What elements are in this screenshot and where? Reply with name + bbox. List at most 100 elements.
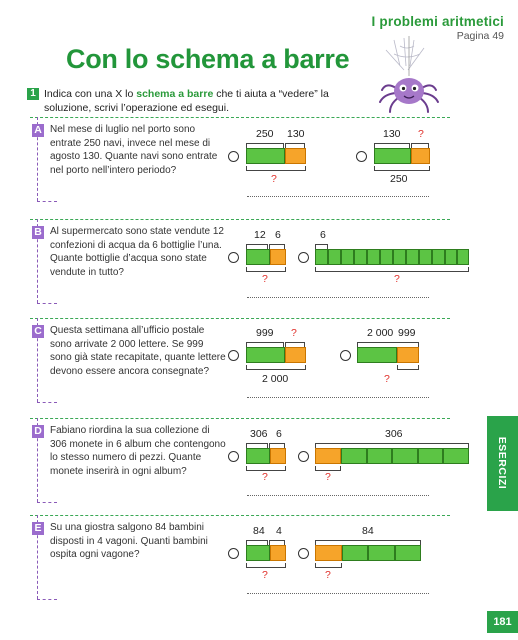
bar-segment [285, 148, 306, 164]
exercise-c: C Questa settimana all’ufficio postale s… [0, 318, 470, 408]
scheme-option-2-radio[interactable] [298, 252, 309, 263]
scheme-option-1-radio[interactable] [228, 350, 239, 361]
brace [269, 244, 285, 249]
bar-segment [315, 448, 341, 464]
bar-segment [270, 545, 286, 561]
bar-scheme [246, 148, 306, 164]
answer-line[interactable] [247, 593, 429, 594]
divider [37, 502, 57, 503]
brace [315, 267, 469, 272]
brace [246, 563, 286, 568]
brace [246, 143, 284, 148]
exercise-a: A Nel mese di luglio nel porto sono entr… [0, 117, 470, 207]
unknown-label: ? [384, 373, 390, 385]
bar-segment [270, 448, 286, 464]
bar-label: 6 [320, 229, 326, 241]
brace [285, 342, 305, 347]
divider [37, 201, 57, 202]
bar-segment [368, 545, 395, 561]
brace [246, 267, 286, 272]
bar-scheme [357, 347, 419, 363]
bar-segment [341, 448, 367, 464]
brace [246, 443, 268, 448]
bar-scheme [315, 545, 421, 561]
bar-label: 130 [383, 128, 401, 140]
bar-scheme [374, 148, 430, 164]
exercise-letter: D [32, 425, 44, 438]
exercise-d: D Fabiano riordina la sua collezione di … [0, 418, 470, 508]
divider [30, 117, 450, 118]
bar-label: 306 [385, 428, 403, 440]
bar-segment [246, 347, 285, 363]
spider-illustration [379, 36, 439, 113]
bar-segment [374, 148, 411, 164]
exercise-letter: A [32, 124, 44, 137]
scheme-option-2-radio[interactable] [298, 548, 309, 559]
brace [411, 143, 429, 148]
divider [37, 599, 57, 600]
answer-line[interactable] [247, 495, 429, 496]
bar-label: 999 [398, 327, 416, 339]
scheme-option-1-radio[interactable] [228, 451, 239, 462]
exercise-text: Nel mese di luglio nel porto sono entrat… [50, 124, 218, 176]
exercise-text: Fabiano riordina la sua collezione di 30… [50, 425, 226, 477]
brace [246, 342, 284, 347]
bar-label: 2 000 [262, 373, 289, 385]
instruction-number: 1 [27, 88, 39, 100]
brace [315, 563, 342, 568]
brace [315, 540, 421, 545]
scheme-option-2-radio[interactable] [340, 350, 351, 361]
side-tab-label: ESERCIZI [496, 436, 508, 490]
bar-label: 130 [287, 128, 305, 140]
bar-label: 84 [253, 525, 265, 537]
brace [246, 244, 268, 249]
bar-label: 306 [250, 428, 268, 440]
answer-line[interactable] [247, 196, 429, 197]
unknown-label: ? [418, 128, 424, 140]
brace [246, 540, 268, 545]
bar-scheme [246, 545, 286, 561]
bar-segment [246, 545, 270, 561]
unknown-label: ? [262, 471, 268, 483]
page-number: 181 [487, 611, 518, 633]
divider [30, 318, 450, 319]
bar-segment [432, 249, 445, 265]
brace [374, 166, 430, 171]
instruction-text: Indica con una X lo schema a barre che t… [44, 87, 364, 115]
bar-segment [397, 347, 419, 363]
bar-label: 2 000 [367, 327, 394, 339]
bar-segment [285, 347, 306, 363]
unknown-label: ? [325, 569, 331, 581]
bar-segment [395, 545, 421, 561]
brace [269, 540, 285, 545]
bar-scheme [315, 448, 469, 464]
scheme-option-1-radio[interactable] [228, 252, 239, 263]
bar-segment [393, 249, 406, 265]
divider [30, 219, 450, 220]
unknown-label: ? [291, 327, 297, 339]
brace [315, 466, 341, 471]
scheme-option-2-radio[interactable] [298, 451, 309, 462]
divider [37, 303, 57, 304]
scheme-option-1-radio[interactable] [228, 548, 239, 559]
bar-segment [315, 249, 328, 265]
brace [246, 365, 306, 370]
bar-label: 999 [256, 327, 274, 339]
page-reference: Pagina 49 [456, 30, 504, 42]
scheme-option-2-radio[interactable] [356, 151, 367, 162]
exercise-text: Questa settimana all’ufficio postale son… [50, 325, 226, 377]
bar-segment [406, 249, 419, 265]
bar-segment [354, 249, 367, 265]
brace [357, 342, 419, 347]
brace [374, 143, 410, 148]
answer-line[interactable] [247, 297, 429, 298]
instruction-highlight: schema a barre [136, 88, 214, 100]
scheme-option-1-radio[interactable] [228, 151, 239, 162]
bar-label: 6 [276, 428, 282, 440]
instruction-part2: che ti aiuta a “vedere” la soluzione, sc… [44, 88, 329, 114]
exercise-letter: B [32, 226, 44, 239]
divider [30, 418, 450, 419]
bar-scheme [315, 249, 469, 265]
bar-label: 250 [256, 128, 274, 140]
answer-line[interactable] [247, 397, 429, 398]
